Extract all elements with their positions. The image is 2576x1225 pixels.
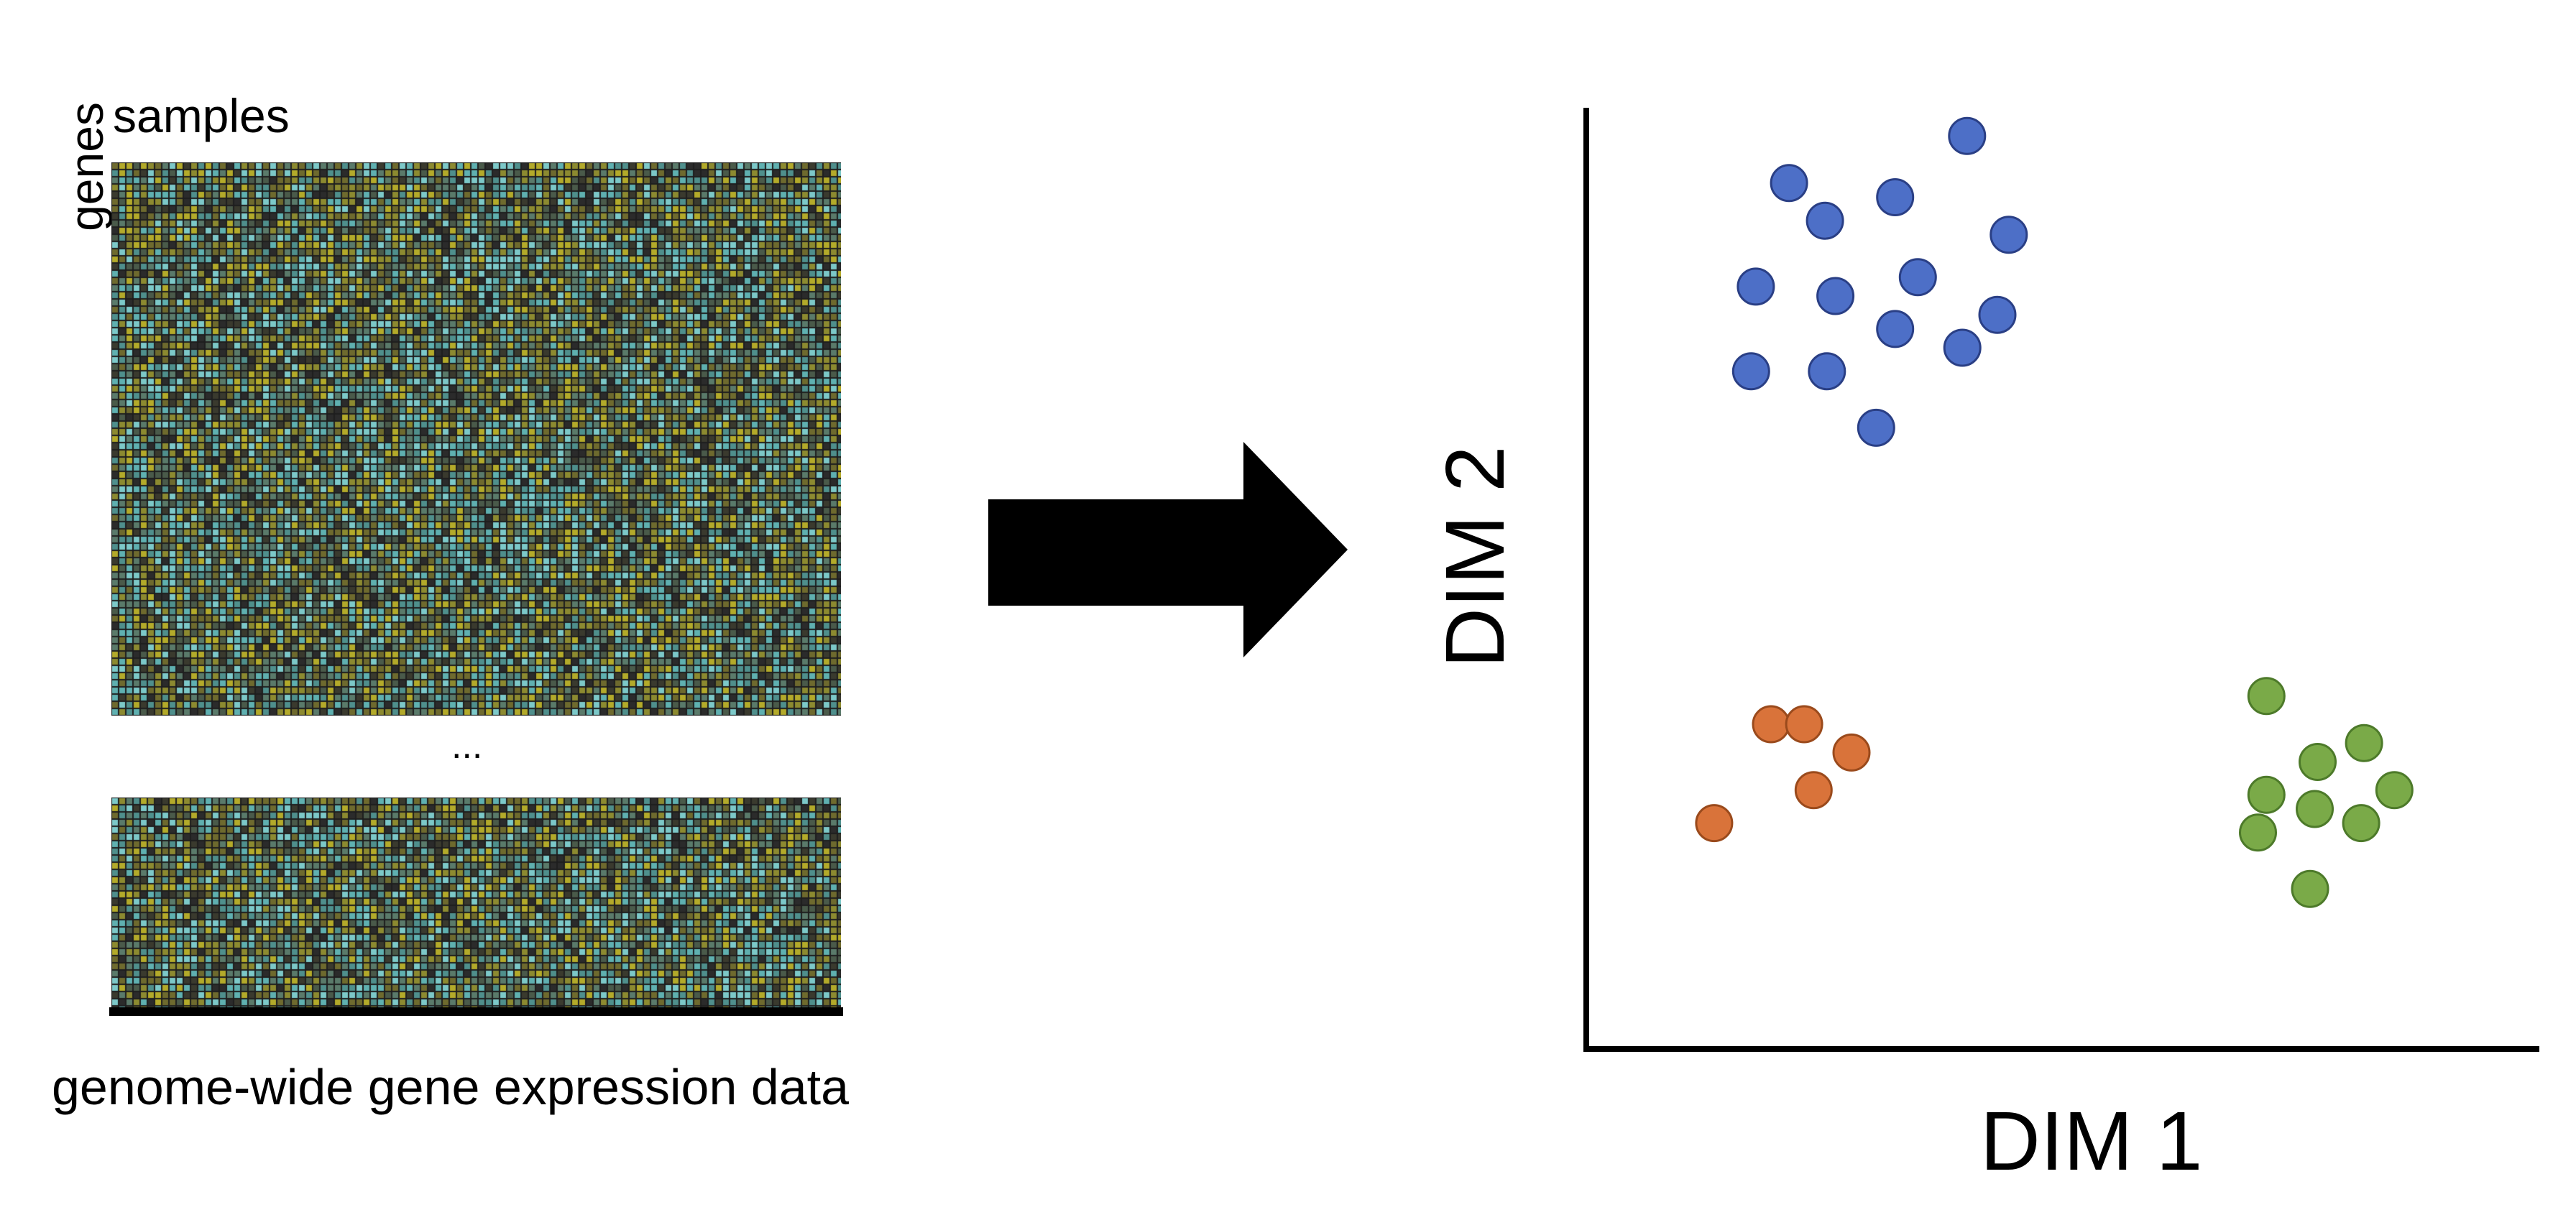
scatter-point-cluster-3-4 — [2375, 771, 2414, 810]
scatter-point-cluster-1-13 — [1808, 352, 1846, 391]
right-arrow-shape — [988, 442, 1348, 657]
scatter-point-cluster-1-14 — [1857, 408, 1895, 447]
scatter-point-cluster-3-7 — [2342, 804, 2380, 843]
scatter-point-cluster-1-4 — [1806, 201, 1844, 240]
ellipsis: ... — [451, 725, 483, 767]
gene-expression-heatmap-bottom — [111, 798, 841, 1013]
scatter-point-cluster-2-1 — [1752, 705, 1790, 744]
gene-expression-heatmap-top — [111, 162, 841, 716]
scatter-point-cluster-1-8 — [1816, 277, 1855, 315]
scatter-point-cluster-3-5 — [2247, 775, 2286, 814]
scatter-axes — [1583, 108, 2539, 1052]
scatter-point-cluster-1-5 — [1990, 216, 2028, 254]
scatter-point-cluster-2-5 — [1695, 804, 1734, 843]
scatter-points — [1695, 116, 2414, 908]
scatter-point-cluster-2-2 — [1785, 705, 1823, 744]
y-axis-label: DIM 2 — [1428, 445, 1522, 668]
scatter-point-cluster-3-2 — [2345, 724, 2383, 762]
scatter-plot — [1583, 108, 2539, 1052]
scatter-point-cluster-3-8 — [2239, 813, 2277, 852]
scatter-point-cluster-1-9 — [1978, 295, 2017, 334]
scatter-point-cluster-1-10 — [1876, 310, 1915, 348]
scatter-point-cluster-2-3 — [1832, 733, 1871, 772]
scatter-point-cluster-1-1 — [1948, 116, 1987, 155]
scatter-point-cluster-1-12 — [1731, 352, 1770, 391]
heatmap-bottom-border — [109, 1007, 843, 1016]
right-arrow-icon — [988, 442, 1348, 657]
scatter-point-cluster-1-11 — [1943, 328, 1982, 367]
scatter-point-cluster-3-1 — [2247, 677, 2286, 716]
matrix-caption: genome-wide gene expression data — [52, 1059, 850, 1115]
scatter-point-cluster-3-9 — [2291, 869, 2329, 908]
scatter-point-cluster-2-4 — [1794, 771, 1833, 810]
scatter-point-cluster-3-6 — [2296, 790, 2334, 828]
scatter-point-cluster-1-6 — [1898, 258, 1937, 297]
scatter-point-cluster-1-7 — [1736, 267, 1775, 306]
scatter-point-cluster-1-3 — [1876, 178, 1915, 216]
samples-label: samples — [113, 89, 290, 142]
genes-label: genes — [60, 102, 113, 231]
scatter-point-cluster-1-2 — [1770, 164, 1808, 203]
scatter-point-cluster-3-3 — [2299, 743, 2337, 781]
x-axis-label: DIM 1 — [1980, 1094, 2203, 1188]
